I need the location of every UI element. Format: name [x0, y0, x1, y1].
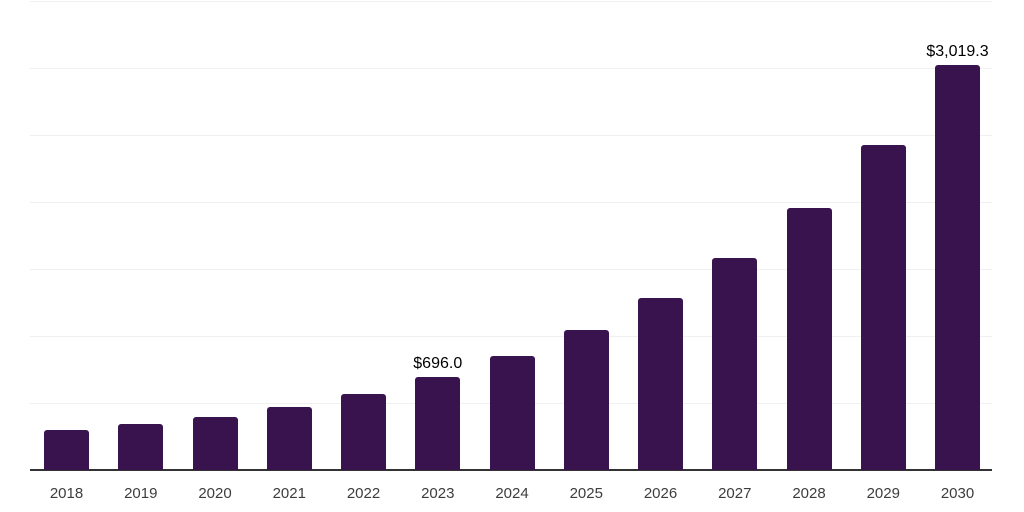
x-tick-label-2026: 2026: [643, 485, 678, 502]
bar-2020: [192, 417, 238, 470]
bar-2022: [341, 394, 386, 470]
gridline: [30, 1, 992, 2]
bar-2021: [266, 407, 312, 470]
x-tick-label-2021: 2021: [272, 485, 306, 502]
x-tick-label-2022: 2022: [346, 485, 381, 502]
x-tick-label-2019: 2019: [124, 485, 158, 502]
bar-2019: [118, 424, 164, 470]
gridline: [30, 202, 992, 203]
x-tick-label-2030: 2030: [940, 485, 975, 502]
x-axis-line: [30, 469, 992, 471]
x-tick-label-2029: 2029: [866, 485, 900, 502]
bar-2026: [638, 298, 683, 470]
x-tick-label-2018: 2018: [49, 485, 84, 502]
bar-2027: [712, 258, 758, 470]
bar-2018: [44, 430, 89, 470]
x-tick-label-2024: 2024: [495, 485, 529, 502]
data-label-2030: $3,019.3: [926, 43, 989, 60]
gridline: [30, 135, 992, 136]
gridline: [30, 68, 992, 69]
bar-2028: [786, 208, 832, 470]
bar-2029: [860, 145, 906, 470]
x-tick-label-2028: 2028: [792, 485, 826, 502]
data-label-2023: $696.0: [413, 355, 463, 372]
x-tick-label-2020: 2020: [198, 485, 232, 502]
bar-2025: [563, 330, 609, 470]
gridline: [30, 336, 992, 337]
bar-2024: [489, 356, 535, 470]
bar-2030: [935, 65, 980, 470]
x-tick-label-2023: 2023: [421, 485, 455, 502]
gridline: [30, 269, 992, 270]
x-tick-label-2027: 2027: [718, 485, 752, 502]
bar-2023: [415, 377, 461, 470]
x-tick-label-2025: 2025: [569, 485, 603, 502]
